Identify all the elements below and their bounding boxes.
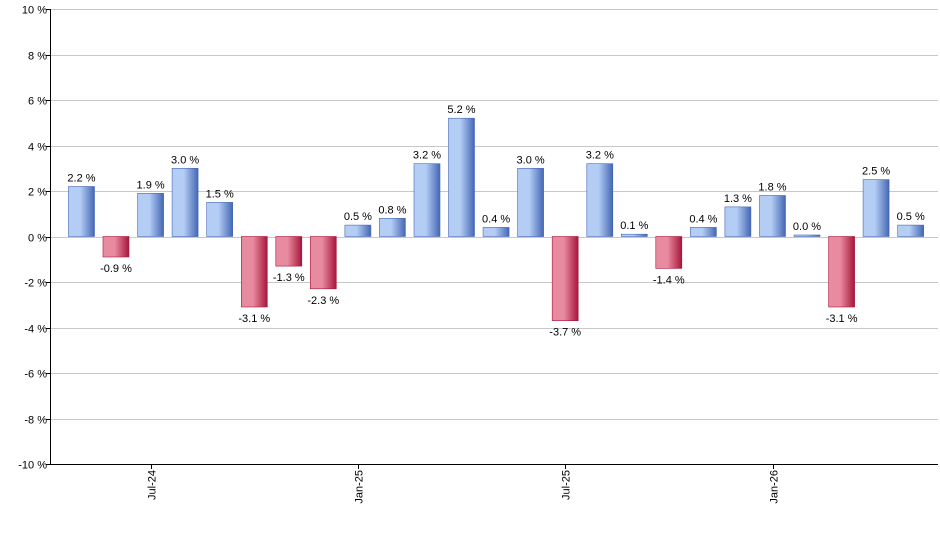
data-label: -3.1 % — [238, 313, 270, 325]
bar-positive — [482, 227, 510, 237]
data-label: 1.5 % — [206, 188, 234, 200]
data-label: 1.8 % — [758, 182, 786, 194]
x-tick-label: Jan-26 — [769, 470, 781, 504]
data-label: 0.5 % — [897, 211, 925, 223]
data-label: -3.1 % — [826, 313, 858, 325]
bar-positive — [171, 168, 199, 237]
data-label: -3.7 % — [549, 327, 581, 339]
bar-positive — [690, 227, 717, 237]
bar-positive — [586, 163, 614, 237]
bar-positive — [413, 163, 441, 237]
axes — [50, 9, 938, 465]
data-label: 0.4 % — [482, 213, 510, 225]
bar-negative — [309, 236, 337, 290]
bar-positive — [137, 193, 164, 237]
y-tick-label: 4 % — [28, 142, 47, 154]
y-tick-label: 10 % — [22, 5, 47, 17]
y-tick-label: -10 % — [18, 460, 47, 472]
bar-positive — [448, 117, 475, 237]
data-labels: 2.2 % -0.9 % 1.9 % 3.0 % 1.5 % -3.1 % -1.3 %-2… — [67, 104, 925, 339]
bar-positive — [759, 195, 786, 237]
data-label: 0.5 % — [344, 211, 372, 223]
bar-negative — [102, 236, 130, 258]
data-label: 3.0 % — [517, 154, 545, 166]
bar-positive — [862, 179, 890, 237]
bar-negative — [551, 236, 579, 321]
data-label: 5.2 % — [447, 104, 475, 116]
y-tick-label: 6 % — [28, 96, 47, 108]
data-label: 0.1 % — [620, 220, 648, 232]
y-tick-label: -6 % — [24, 369, 47, 381]
y-tick-label: 2 % — [28, 187, 47, 199]
data-label: 3.2 % — [586, 150, 614, 162]
data-label: -2.3 % — [307, 295, 339, 307]
data-label: 2.5 % — [862, 166, 890, 178]
data-label: 3.0 % — [171, 154, 199, 166]
gridlines — [50, 9, 938, 465]
bar-positive — [344, 224, 372, 237]
data-label: 3.2 % — [413, 150, 441, 162]
x-tick-label: Jul-24 — [147, 470, 159, 500]
bar-positive — [68, 186, 95, 237]
y-tick-label: 8 % — [28, 51, 47, 63]
bars — [68, 117, 925, 321]
data-label: -1.3 % — [273, 272, 305, 284]
y-axis-ticks: 10 % 8 % 6 % 4 % 2 % 0 % -2 % -4 % -6 % -8 % -10 % — [18, 5, 50, 472]
bar-positive — [517, 168, 544, 237]
data-label: 0.0 % — [793, 221, 821, 233]
bar-negative — [828, 236, 855, 308]
data-label: 1.9 % — [137, 179, 165, 191]
bar-positive — [793, 234, 821, 237]
data-label: 0.8 % — [378, 204, 406, 216]
y-tick-label: -8 % — [24, 415, 47, 427]
bar-positive — [379, 218, 406, 237]
bar-negative — [275, 236, 303, 267]
bar-positive — [620, 233, 648, 237]
data-label: 2.2 % — [67, 173, 95, 185]
bar-negative — [241, 236, 268, 308]
y-tick-label: -2 % — [24, 278, 47, 290]
bar-positive — [206, 202, 233, 237]
data-label: 1.3 % — [724, 193, 752, 205]
x-axis-ticks: Jul-24 Jan-25 Jul-25 Jan-26 — [147, 465, 781, 504]
y-tick-label: -4 % — [24, 324, 47, 336]
bar-positive — [897, 224, 925, 237]
data-label: 0.4 % — [689, 213, 717, 225]
bar-negative — [655, 236, 683, 269]
data-label: -1.4 % — [653, 274, 685, 286]
x-tick-label: Jan-25 — [354, 470, 366, 504]
bar-positive — [724, 206, 752, 237]
x-tick-label: Jul-25 — [561, 470, 573, 500]
y-tick-label: 0 % — [28, 233, 47, 245]
data-label: -0.9 % — [100, 263, 132, 275]
